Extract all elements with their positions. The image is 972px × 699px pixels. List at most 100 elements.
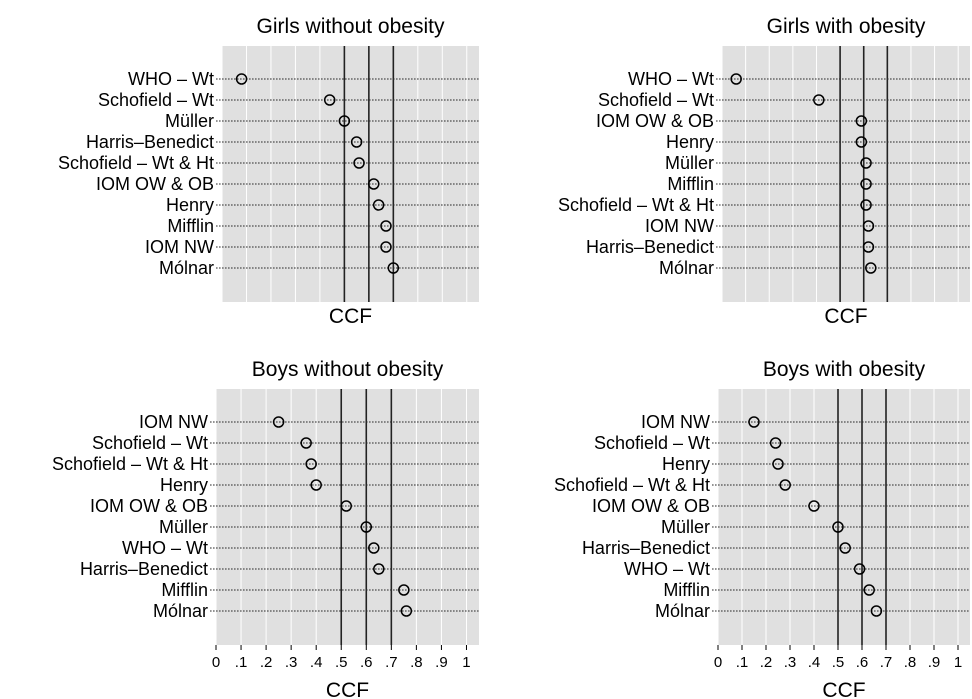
x-tick-label: .8 [410,654,423,671]
x-tick-label: 1 [462,654,470,671]
x-tick-label: .2 [260,654,273,671]
data-point [353,157,365,169]
category-label: Müller [661,517,710,537]
data-point [813,94,825,106]
category-label: Schofield – Wt [92,433,208,453]
x-tick-label: .7 [385,654,398,671]
category-label: Mólnar [159,258,214,278]
category-label: Henry [166,195,214,215]
category-label: Müller [159,517,208,537]
category-label: Schofield – Wt & Ht [554,475,710,495]
category-label: IOM OW & OB [96,174,214,194]
category-label: Harris–Benedict [86,132,214,152]
category-label: IOM OW & OB [90,496,208,516]
category-label: Mifflin [663,580,710,600]
plot-background [222,46,479,302]
plot-background [722,46,970,302]
data-point [730,73,742,85]
x-tick-label: 0 [714,654,722,671]
category-label: Harris–Benedict [582,538,710,558]
category-label: Schofield – Wt & Ht [58,153,214,173]
x-axis-label: CCF [824,305,867,328]
data-point [387,262,400,274]
x-axis-label: CCF [822,679,865,699]
category-label: Mólnar [655,601,710,621]
data-point [748,416,760,428]
category-label: Schofield – Wt [98,90,214,110]
category-label: WHO – Wt [628,69,714,89]
data-point [380,241,392,253]
x-tick-label: 0 [212,654,220,671]
data-point [808,500,820,512]
x-axis-label: CCF [326,679,369,699]
x-tick-label: .4 [808,654,821,671]
category-label: Henry [160,475,208,495]
x-tick-label: .6 [360,654,373,671]
category-label: IOM NW [139,412,208,432]
data-point [863,584,875,596]
x-tick-label: .1 [235,654,248,671]
x-tick-label: .3 [784,654,797,671]
panel-title: Boys without obesity [252,358,444,381]
data-point [400,605,413,617]
data-point [380,220,392,232]
data-point [865,262,877,274]
data-point [860,178,872,190]
data-point [772,458,784,470]
data-point [340,500,352,512]
x-tick-label: .1 [736,654,749,671]
data-point [372,199,385,211]
data-point [368,542,380,554]
x-tick-label: .9 [928,654,941,671]
x-tick-label: .7 [880,654,893,671]
x-axis-label: CCF [329,305,372,328]
data-point [398,584,410,596]
data-point [373,563,385,575]
panel-title: Girls with obesity [767,15,926,38]
plot-background [718,389,970,645]
data-point [779,479,791,491]
category-label: WHO – Wt [122,538,208,558]
category-label: Mólnar [153,601,208,621]
data-point [855,136,868,148]
data-point [839,542,851,554]
x-tick-label: .3 [285,654,298,671]
category-label: IOM NW [645,216,714,236]
data-point [832,521,844,533]
x-tick-label: .8 [904,654,917,671]
data-point [360,521,373,533]
data-point [862,220,875,232]
category-label: Schofield – Wt & Ht [52,454,208,474]
x-tick-label: .4 [310,654,323,671]
category-label: WHO – Wt [128,69,214,89]
data-point [860,199,872,211]
data-point [350,136,363,148]
category-label: Henry [662,454,710,474]
data-point [860,157,872,169]
category-label: Henry [666,132,714,152]
category-label: Schofield – Wt [598,90,714,110]
data-point [310,479,322,491]
data-point [855,115,868,127]
category-label: Harris–Benedict [586,237,714,257]
category-label: Mólnar [659,258,714,278]
x-tick-label: 1 [954,654,962,671]
data-point [323,94,336,106]
x-tick-label: .9 [435,654,448,671]
x-tick-label: .5 [832,654,845,671]
x-tick-label: .6 [856,654,869,671]
data-point [870,605,883,617]
plot-background [216,389,479,645]
category-label: Schofield – Wt [594,433,710,453]
category-label: Müller [665,153,714,173]
data-point [853,563,866,575]
category-label: Mifflin [667,174,714,194]
data-point [305,458,317,470]
panel-title: Boys with obesity [763,358,926,381]
category-label: Mifflin [161,580,208,600]
